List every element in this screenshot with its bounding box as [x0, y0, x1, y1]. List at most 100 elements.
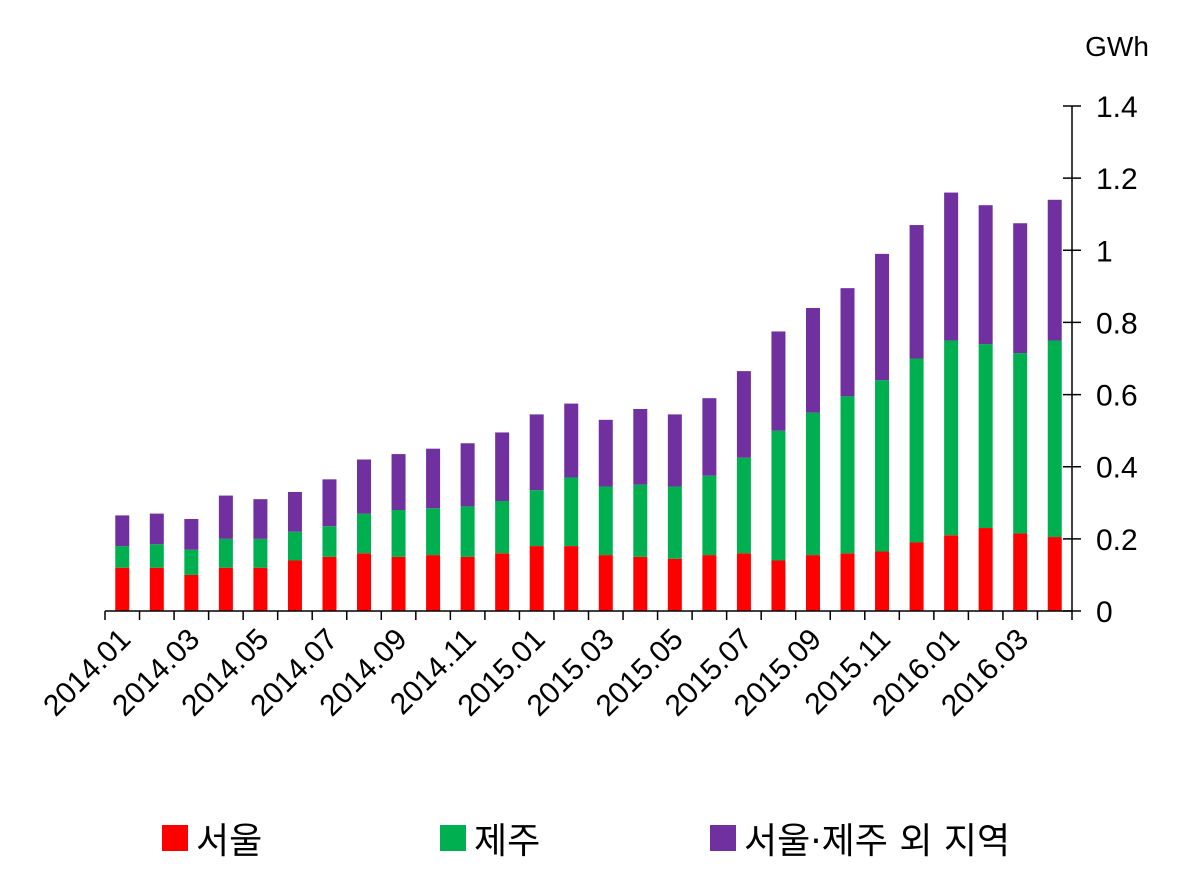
bar-2015.04-series-2 [633, 409, 648, 485]
legend-swatch-jeju [440, 825, 466, 851]
bar-2014.02-series-1 [149, 544, 164, 568]
legend-label-jeju: 제주 [474, 821, 541, 862]
bar-2016.02-series-0 [978, 528, 993, 611]
bar-2016.03-series-1 [1013, 353, 1028, 534]
y-axis-unit-label: GWh [1085, 31, 1149, 62]
bar-2015.06-series-2 [702, 398, 717, 476]
bar-2015.02-series-0 [564, 546, 579, 611]
bar-2015.01-series-1 [529, 490, 544, 547]
bar-2014.04-series-0 [218, 567, 233, 611]
bar-2014.02-series-2 [149, 513, 164, 545]
bar-2015.08-series-2 [771, 331, 786, 431]
bar-2014.08-series-0 [357, 553, 372, 611]
legend-item-other-regions: 서울·제주 외 지역 [710, 812, 1010, 864]
bar-2014.05-series-0 [253, 567, 268, 611]
bar-2015.05-series-2 [667, 414, 682, 487]
legend-swatch-seoul [162, 825, 188, 851]
bar-2015.08-series-0 [771, 560, 786, 611]
y-tick-label: 1.2 [1096, 163, 1138, 196]
bar-2016.04-series-2 [1047, 199, 1062, 341]
bar-2015.03-series-2 [598, 419, 613, 487]
bar-2015.12-series-1 [909, 358, 924, 543]
bar-2014.09-series-0 [391, 556, 406, 611]
bar-2014.09-series-2 [391, 454, 406, 510]
bar-2014.04-series-2 [218, 495, 233, 539]
bar-2015.07-series-1 [736, 457, 751, 554]
y-tick-label: 0.2 [1096, 524, 1138, 557]
bar-2014.10-series-2 [426, 448, 441, 509]
y-tick-label: 0.8 [1096, 307, 1138, 340]
y-tick-label: 0.6 [1096, 380, 1138, 413]
bar-2015.10-series-0 [840, 553, 855, 611]
bar-2014.07-series-2 [322, 479, 337, 527]
bar-2015.12-series-0 [909, 542, 924, 611]
bar-2014.10-series-0 [426, 555, 441, 611]
legend-label-seoul: 서울 [196, 821, 263, 862]
bar-2014.06-series-0 [287, 560, 302, 611]
bar-2014.05-series-2 [253, 499, 268, 539]
bar-2014.03-series-0 [184, 574, 199, 611]
bar-2015.11-series-1 [875, 380, 890, 552]
bar-2014.09-series-1 [391, 510, 406, 557]
axes-group [104, 105, 1081, 620]
bar-2014.06-series-1 [287, 531, 302, 561]
bar-2016.04-series-1 [1047, 340, 1062, 538]
y-tick-labels: 0 0.2 0.4 0.6 0.8 1 1.2 1.4 [1096, 91, 1138, 629]
bar-2015.05-series-0 [667, 558, 682, 611]
bar-2014.02-series-0 [149, 567, 164, 611]
bar-2015.09-series-0 [805, 555, 820, 611]
bar-2014.10-series-1 [426, 508, 441, 556]
bar-2015.07-series-2 [736, 371, 751, 458]
bar-2015.03-series-1 [598, 486, 613, 556]
bar-2014.01-series-0 [115, 567, 130, 611]
bar-2014.08-series-1 [357, 513, 372, 554]
bar-2014.12-series-0 [495, 553, 510, 611]
bar-2014.01-series-1 [115, 546, 130, 568]
bar-2015.10-series-1 [840, 396, 855, 554]
bars-group [115, 192, 1062, 611]
legend-swatch-other-regions [710, 825, 736, 851]
bar-2014.12-series-2 [495, 432, 510, 501]
bar-2014.11-series-1 [460, 506, 475, 557]
y-tick-label: 1 [1096, 235, 1113, 268]
bar-2015.10-series-2 [840, 288, 855, 397]
bar-2014.01-series-2 [115, 515, 130, 547]
bar-2014.11-series-2 [460, 443, 475, 507]
legend-label-other-regions: 서울·제주 외 지역 [744, 821, 1011, 862]
bar-2016.02-series-2 [978, 205, 993, 345]
bar-2015.01-series-0 [529, 546, 544, 611]
bar-2014.04-series-1 [218, 538, 233, 568]
bar-2014.05-series-1 [253, 538, 268, 568]
bar-2015.09-series-1 [805, 412, 820, 556]
x-tick-labels: 2014.012014.032014.052014.072014.092014.… [37, 623, 1035, 723]
legend: 서울 제주 서울·제주 외 지역 [0, 812, 1200, 862]
bar-2015.11-series-2 [875, 253, 890, 381]
bar-2015.09-series-2 [805, 308, 820, 413]
bar-2015.01-series-2 [529, 414, 544, 491]
legend-item-jeju: 제주 [440, 812, 540, 864]
y-tick-label: 0 [1096, 596, 1113, 629]
bar-2014.12-series-1 [495, 500, 510, 554]
bar-2015.02-series-2 [564, 403, 579, 478]
y-tick-label: 0.4 [1096, 452, 1138, 485]
bar-2014.03-series-1 [184, 549, 199, 575]
bar-2015.12-series-2 [909, 225, 924, 359]
bar-2014.08-series-2 [357, 459, 372, 514]
bar-2014.07-series-0 [322, 556, 337, 611]
bar-2014.07-series-1 [322, 526, 337, 557]
bar-2015.11-series-0 [875, 551, 890, 611]
bar-2014.06-series-2 [287, 491, 302, 532]
bar-2016.01-series-0 [944, 535, 959, 611]
legend-item-seoul: 서울 [162, 812, 262, 864]
bar-2015.08-series-1 [771, 430, 786, 561]
y-tick-label: 1.4 [1096, 91, 1138, 124]
bar-2015.03-series-0 [598, 555, 613, 611]
bar-2016.03-series-2 [1013, 223, 1028, 354]
bar-2015.02-series-1 [564, 477, 579, 547]
bar-2016.01-series-1 [944, 340, 959, 536]
bar-2014.11-series-0 [460, 556, 475, 611]
bar-2014.03-series-2 [184, 519, 199, 550]
bar-2015.04-series-0 [633, 556, 648, 611]
